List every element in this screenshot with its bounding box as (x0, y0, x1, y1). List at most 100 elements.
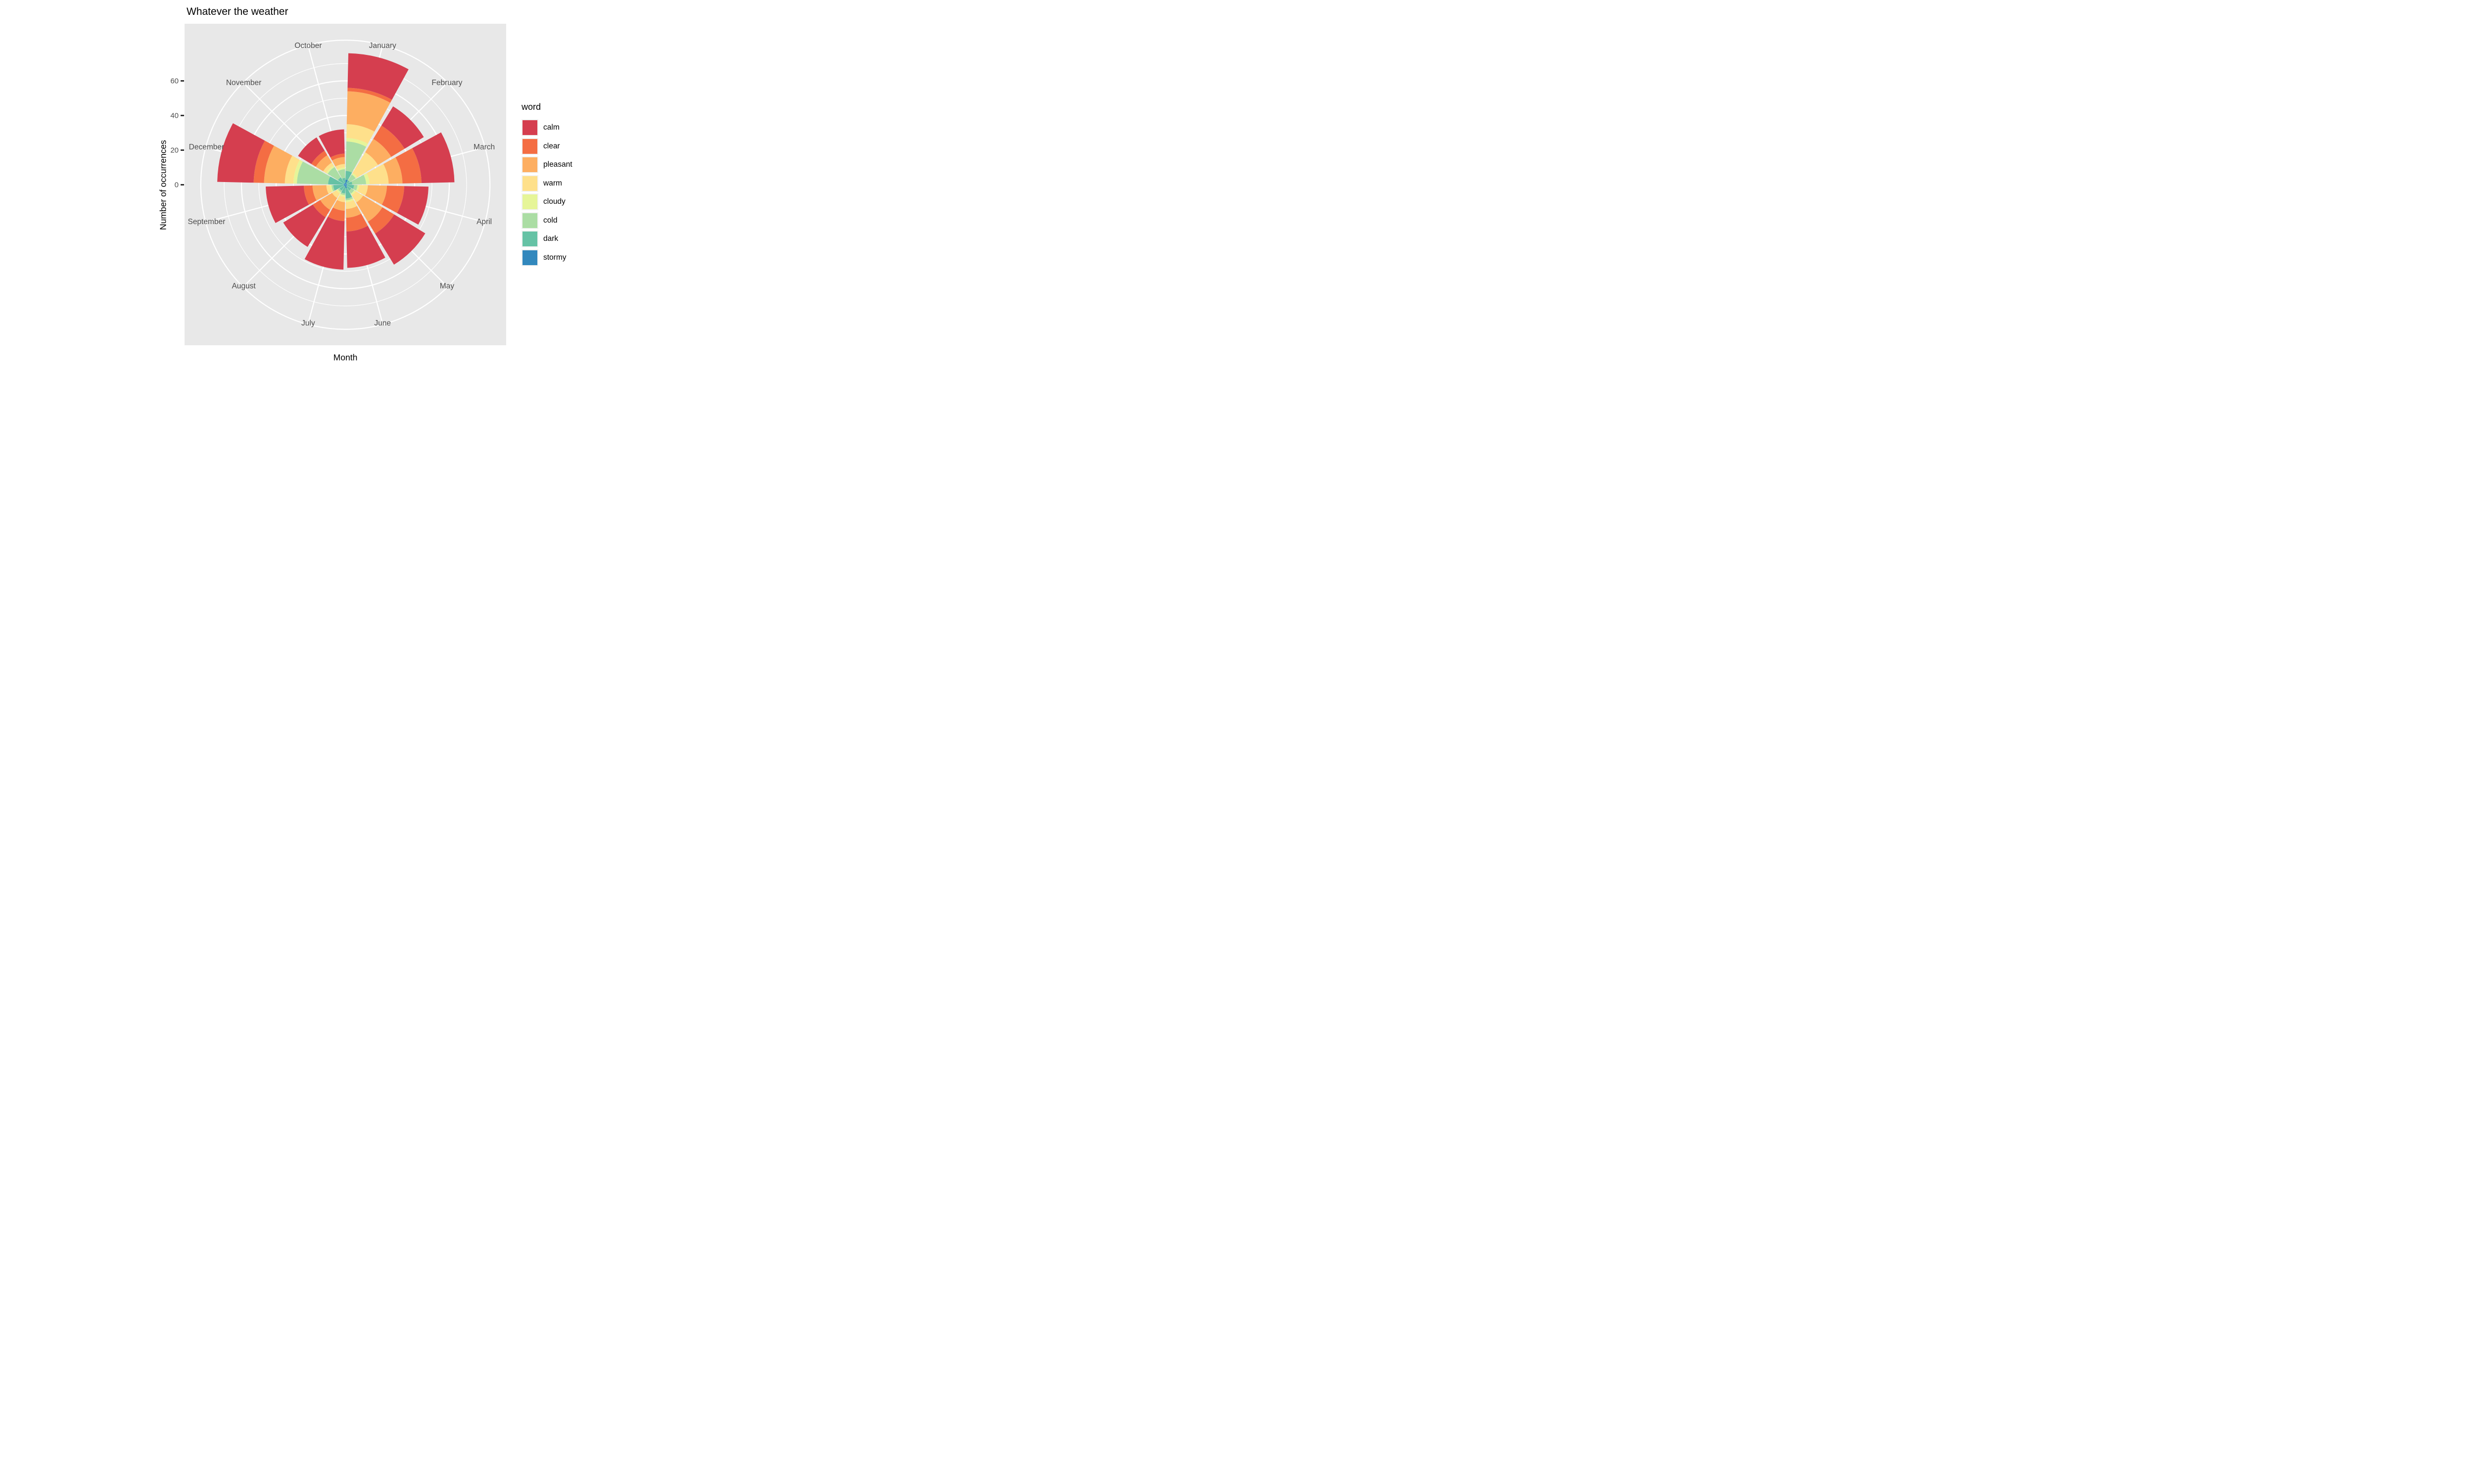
wedge-june-cold (345, 197, 353, 200)
y-tick-label-0: 0 (174, 181, 179, 189)
wedge-december-dark (328, 176, 344, 185)
legend-swatch-clear (522, 138, 538, 155)
wedge-september-cold (332, 185, 335, 191)
wedge-may-cold (349, 188, 354, 194)
wedge-february-calm (381, 106, 424, 149)
wedge-march-warm (366, 164, 389, 185)
wedge-july-cold (340, 192, 345, 195)
wedge-november-warm (323, 162, 334, 173)
legend-swatch-stormy (522, 249, 538, 266)
month-label-october: October (294, 41, 322, 50)
legend-item-stormy: stormy (522, 249, 572, 266)
wedge-july-cloudy (339, 193, 345, 197)
grid-circle-minor-50 (258, 97, 432, 272)
month-label-june: June (374, 319, 391, 328)
wedge-december-warm (285, 155, 300, 184)
wedge-march-dark (347, 181, 352, 185)
wedge-september-stormy (343, 185, 345, 186)
wedge-march-stormy (345, 184, 347, 185)
wedge-june-cloudy (345, 198, 354, 202)
wedge-november-stormy (344, 183, 345, 185)
wedge-june-dark (345, 187, 352, 199)
legend-item-dark: dark (522, 231, 572, 247)
legend-title: word (522, 102, 541, 112)
grid-circle-major-60 (240, 80, 450, 289)
legend-swatch-cold (522, 212, 538, 229)
legend-label-calm: calm (543, 123, 560, 132)
wedge-november-cloudy (326, 165, 335, 174)
grid-circle-major-40 (275, 115, 416, 255)
wedge-august-dark (339, 186, 345, 191)
wedge-december-cold (297, 161, 331, 185)
month-label-august: August (232, 281, 256, 290)
wedge-december-stormy (343, 184, 345, 185)
wedge-april-cold (353, 185, 358, 191)
wedge-october-clear (330, 153, 345, 161)
wedge-february-pleasant (365, 139, 391, 165)
grid-circle-outer (200, 40, 491, 330)
legend: word calm clear pleasant warm cloudy cold dark… (522, 102, 572, 268)
wedge-december-pleasant (264, 145, 292, 184)
grid-circle-minor-30 (293, 132, 398, 237)
wedge-january-clear (347, 88, 392, 103)
wedge-april-cloudy (356, 185, 359, 191)
wedge-october-cloudy (337, 167, 345, 171)
wedge-april-calm (397, 186, 428, 225)
legend-item-cloudy: cloudy (522, 193, 572, 210)
month-label-december: December (189, 143, 225, 152)
wedge-november-cold (328, 167, 341, 181)
wedge-august-calm (283, 204, 326, 247)
legend-item-cold: cold (522, 212, 572, 229)
wedge-april-pleasant (365, 185, 387, 205)
wedge-may-warm (351, 191, 363, 203)
wedge-may-stormy (345, 185, 347, 186)
wedge-april-clear (381, 186, 404, 213)
wedge-march-cloudy (363, 173, 370, 185)
month-label-july: July (301, 319, 315, 328)
wedge-october-cold (337, 169, 345, 179)
wedge-february-clear (373, 125, 405, 157)
wedge-october-stormy (344, 183, 345, 185)
wedge-january-cloudy (346, 138, 368, 147)
wedge-august-clear (313, 200, 331, 218)
wedge-august-cloudy (336, 189, 341, 194)
grid-circle-minor-10 (328, 167, 363, 203)
wedge-july-warm (337, 195, 345, 202)
legend-swatch-calm (522, 119, 538, 136)
plot-title: Whatever the weather (187, 6, 288, 17)
legend-items: calm clear pleasant warm cloudy cold dark storm… (522, 119, 572, 266)
legend-label-warm: warm (543, 179, 562, 187)
legend-label-cloudy: cloudy (543, 197, 566, 206)
wedge-april-stormy (345, 185, 347, 186)
legend-item-warm: warm (522, 175, 572, 192)
wedge-august-stormy (344, 185, 345, 186)
legend-item-pleasant: pleasant (522, 156, 572, 173)
wedge-september-cloudy (330, 185, 333, 192)
wedge-july-stormy (344, 185, 345, 186)
x-axis-title: Month (333, 352, 358, 363)
legend-swatch-dark (522, 231, 538, 247)
wedge-august-cold (338, 188, 342, 192)
wedge-february-warm (352, 152, 378, 178)
month-label-november: November (226, 79, 262, 88)
wedge-september-calm (266, 186, 309, 223)
grid-circle-major-20 (310, 149, 381, 220)
wedge-september-dark (333, 185, 344, 191)
wedge-june-warm (345, 200, 357, 209)
wedge-february-dark (346, 180, 350, 184)
y-tick-mark-60 (181, 80, 184, 82)
wedge-june-calm (346, 226, 385, 268)
wedge-january-pleasant (346, 91, 390, 132)
wedge-may-cloudy (350, 190, 356, 195)
wedge-june-pleasant (346, 206, 361, 218)
wedge-november-clear (311, 150, 328, 167)
wedge-september-warm (326, 185, 332, 194)
wedge-june-clear (346, 213, 368, 232)
wedge-july-clear (328, 207, 345, 221)
wedge-december-cloudy (293, 160, 303, 184)
wedge-february-stormy (345, 183, 347, 185)
month-label-february: February (431, 79, 463, 88)
wedge-august-warm (332, 190, 340, 198)
wedge-october-calm (319, 129, 345, 158)
y-tick-mark-0 (181, 184, 184, 186)
